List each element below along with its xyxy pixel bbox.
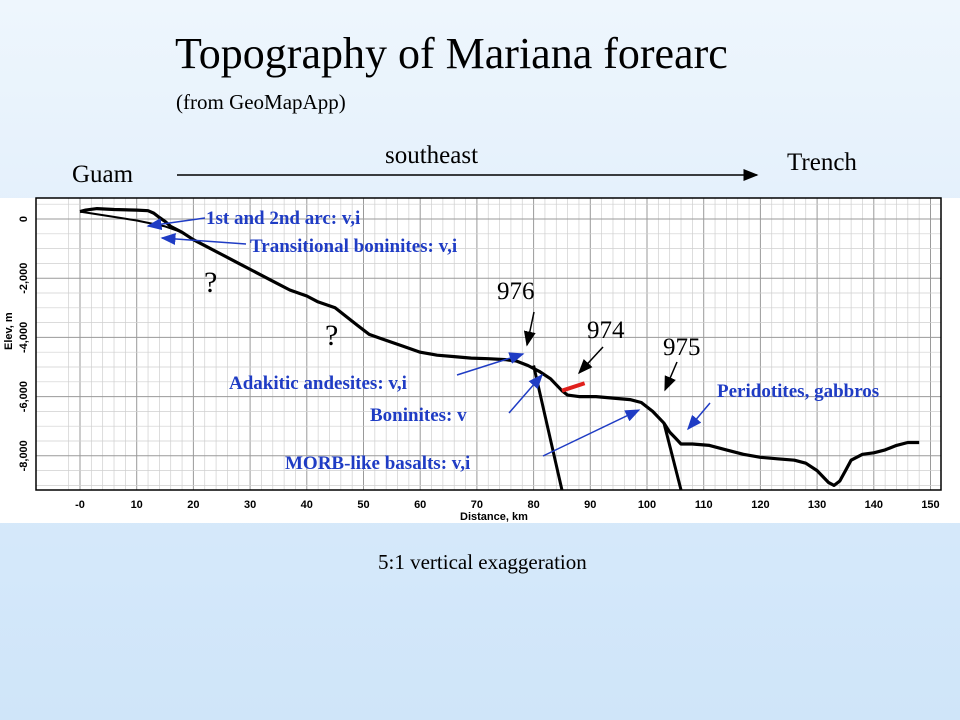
series-lines: [79, 207, 920, 487]
annotation-peridotites: Peridotites, gabbros: [717, 381, 879, 402]
arrow-adakitic-andesites: [456, 352, 525, 376]
arrow-peridotites: [687, 402, 711, 431]
guam-label: Guam: [72, 161, 134, 188]
x-tick-label: 130: [808, 499, 826, 511]
arrow-975: [664, 361, 678, 392]
y-tick-label: -6,000: [18, 381, 30, 412]
x-tick-label: 150: [921, 499, 939, 511]
page-subtitle: (from GeoMapApp): [176, 90, 346, 114]
annotation-morb-basalts: MORB-like basalts: v,i: [285, 453, 470, 474]
plot-panel: [0, 198, 960, 523]
boundary-line-1: [662, 422, 683, 491]
arrow-976: [523, 311, 536, 347]
x-tick-label: 90: [584, 499, 596, 511]
annotation-arc: 1st and 2nd arc: v,i: [206, 208, 360, 229]
x-tick-label: 30: [244, 499, 256, 511]
southeast-label: southeast: [385, 142, 479, 169]
site-975-label: 975: [663, 334, 701, 361]
arrow-arc: [146, 217, 206, 231]
x-tick-label: 20: [187, 499, 199, 511]
y-tick-labels: 0 -2,000 -4,000 -6,000 -8,000: [18, 216, 30, 471]
y-tick-label: -2,000: [18, 263, 30, 294]
annotation-transitional-boninites: Transitional boninites: v,i: [250, 236, 457, 257]
site-974-label: 974: [587, 317, 625, 344]
y-tick-label: -4,000: [18, 322, 30, 353]
y-tick-label: 0: [18, 216, 30, 222]
series-line-1: [79, 210, 183, 234]
x-tick-label: 100: [638, 499, 656, 511]
x-tick-label: 120: [751, 499, 769, 511]
x-tick-labels: -0 10 20 30 40 50 60 70 80 90 100 110 120 130 140 150: [75, 499, 940, 511]
x-tick-label: 10: [131, 499, 143, 511]
arrow-boninites: [508, 373, 543, 414]
page-title: Topography of Mariana forearc: [175, 29, 728, 78]
question-mark-1: ?: [204, 266, 217, 299]
x-tick-label: 140: [865, 499, 883, 511]
x-tick-label: 50: [357, 499, 369, 511]
x-axis-label: Distance, km: [460, 511, 528, 523]
y-axis-label: Elev, m: [3, 312, 15, 350]
question-mark-2: ?: [325, 319, 338, 352]
trench-label: Trench: [787, 149, 857, 176]
arrow-transitional-boninites: [160, 232, 247, 245]
vertical-exaggeration-caption: 5:1 vertical exaggeration: [378, 550, 587, 574]
red-marker: [561, 381, 586, 393]
x-tick-label: -0: [75, 499, 85, 511]
x-tick-label: 70: [471, 499, 483, 511]
x-tick-label: 80: [527, 499, 539, 511]
series-line-0: [79, 207, 920, 487]
grid: [36, 198, 941, 490]
annotation-adakitic-andesites: Adakitic andesites: v,i: [229, 373, 407, 394]
plot-frame: [35, 197, 942, 491]
x-tick-label: 60: [414, 499, 426, 511]
arrow-morb-basalts: [542, 409, 641, 457]
arrow-974: [577, 346, 604, 375]
y-tick-label: -8,000: [18, 440, 30, 471]
site-976-label: 976: [497, 278, 535, 305]
annotation-boninites: Boninites: v: [370, 405, 467, 426]
x-tick-label: 110: [695, 499, 713, 511]
x-tick-label: 40: [301, 499, 313, 511]
